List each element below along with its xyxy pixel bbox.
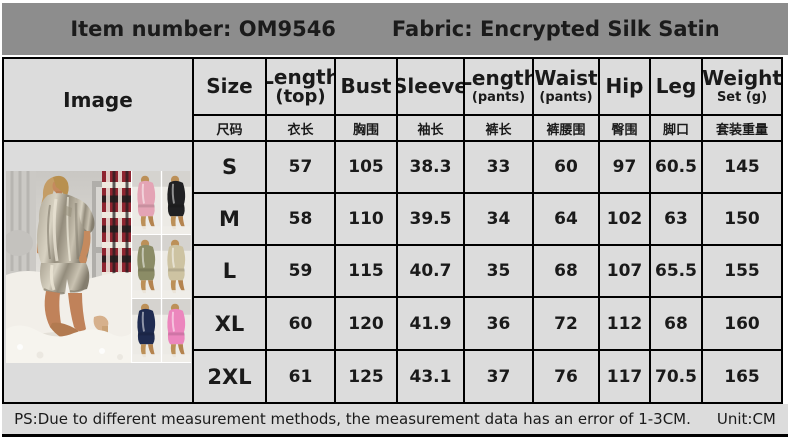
unit-label: Unit:CM: [716, 410, 776, 428]
footer-note-bar: PS:Due to different measurement methods,…: [2, 404, 788, 437]
measurement-cell: 58: [267, 194, 334, 244]
column-header-sleeve: Sleeve: [398, 59, 463, 114]
measurement-cell: 60: [534, 142, 598, 192]
size-cell-2xl: 2XL: [194, 351, 265, 402]
model-photo: [5, 171, 131, 363]
measurement-cell: 68: [534, 246, 598, 296]
variant-thumb-navy-blue: [131, 299, 161, 362]
variant-thumb-hot-pink: [161, 299, 191, 362]
measurement-cell: 110: [336, 194, 396, 244]
color-variant-thumbnails: [131, 171, 191, 363]
measurement-cell: 70.5: [651, 351, 701, 402]
size-cell-l: L: [194, 246, 265, 296]
measurement-cell: 117: [600, 351, 649, 402]
column-header-bust: Bust: [336, 59, 396, 114]
measurement-cell: 102: [600, 194, 649, 244]
measurement-cell: 39.5: [398, 194, 463, 244]
measurement-cell: 120: [336, 298, 396, 349]
column-header-length-top: Length (top): [267, 59, 334, 114]
column-header-size-cn: 尺码: [194, 116, 265, 140]
measurement-cell: 165: [703, 351, 781, 402]
measurement-cell: 57: [267, 142, 334, 192]
size-table: Image Size Length (top) Bust Sleeve Leng…: [2, 57, 783, 404]
column-header-length-top-cn: 衣长: [267, 116, 334, 140]
measurement-cell: 65.5: [651, 246, 701, 296]
measurement-cell: 97: [600, 142, 649, 192]
column-header-size: Size: [194, 59, 265, 114]
column-header-weight-cn: 套装重量: [703, 116, 781, 140]
column-header-waist-pants-cn: 裤腰围: [534, 116, 598, 140]
variant-thumb-olive-green: [131, 235, 161, 298]
measurement-cell: 37: [465, 351, 532, 402]
measurement-cell: 36: [465, 298, 532, 349]
size-cell-s: S: [194, 142, 265, 192]
measurement-cell: 76: [534, 351, 598, 402]
measurement-cell: 125: [336, 351, 396, 402]
measurement-cell: 61: [267, 351, 334, 402]
measurement-cell: 59: [267, 246, 334, 296]
measurement-cell: 105: [336, 142, 396, 192]
product-photo: [5, 171, 191, 363]
measurement-cell: 63: [651, 194, 701, 244]
measurement-cell: 68: [651, 298, 701, 349]
top-banner: Item number: OM9546 Fabric: Encrypted Si…: [2, 3, 788, 55]
measurement-cell: 115: [336, 246, 396, 296]
product-photo-cell: [4, 142, 192, 402]
fabric-label: Fabric: Encrypted Silk Satin: [391, 17, 720, 41]
column-header-hip-cn: 臀围: [600, 116, 649, 140]
measurement-cell: 41.9: [398, 298, 463, 349]
variant-thumb-black: [161, 171, 191, 234]
column-header-leg: Leg: [651, 59, 701, 114]
measurement-cell: 35: [465, 246, 532, 296]
size-cell-xl: XL: [194, 298, 265, 349]
measurement-cell: 155: [703, 246, 781, 296]
measurement-cell: 145: [703, 142, 781, 192]
measurement-cell: 38.3: [398, 142, 463, 192]
item-number-label: Item number: OM9546: [70, 17, 336, 41]
column-header-hip: Hip: [600, 59, 649, 114]
measurement-cell: 107: [600, 246, 649, 296]
column-header-image: Image: [4, 59, 192, 140]
column-header-length-pants: Length (pants): [465, 59, 532, 114]
measurement-cell: 160: [703, 298, 781, 349]
measurement-cell: 43.1: [398, 351, 463, 402]
measurement-cell: 112: [600, 298, 649, 349]
column-header-sleeve-cn: 袖长: [398, 116, 463, 140]
size-cell-m: M: [194, 194, 265, 244]
measurement-cell: 33: [465, 142, 532, 192]
measurement-cell: 40.7: [398, 246, 463, 296]
column-header-leg-cn: 脚口: [651, 116, 701, 140]
measurement-disclaimer: PS:Due to different measurement methods,…: [14, 410, 691, 428]
measurement-cell: 64: [534, 194, 598, 244]
variant-thumb-pink: [131, 171, 161, 234]
measurement-cell: 60: [267, 298, 334, 349]
column-header-bust-cn: 胸围: [336, 116, 396, 140]
column-header-length-pants-cn: 裤长: [465, 116, 532, 140]
variant-thumb-champagne: [161, 235, 191, 298]
measurement-cell: 60.5: [651, 142, 701, 192]
measurement-cell: 72: [534, 298, 598, 349]
measurement-cell: 34: [465, 194, 532, 244]
column-header-weight: Weight Set (g): [703, 59, 781, 114]
plaid-fabric: [101, 171, 131, 289]
measurement-cell: 150: [703, 194, 781, 244]
column-header-waist-pants: Waist (pants): [534, 59, 598, 114]
